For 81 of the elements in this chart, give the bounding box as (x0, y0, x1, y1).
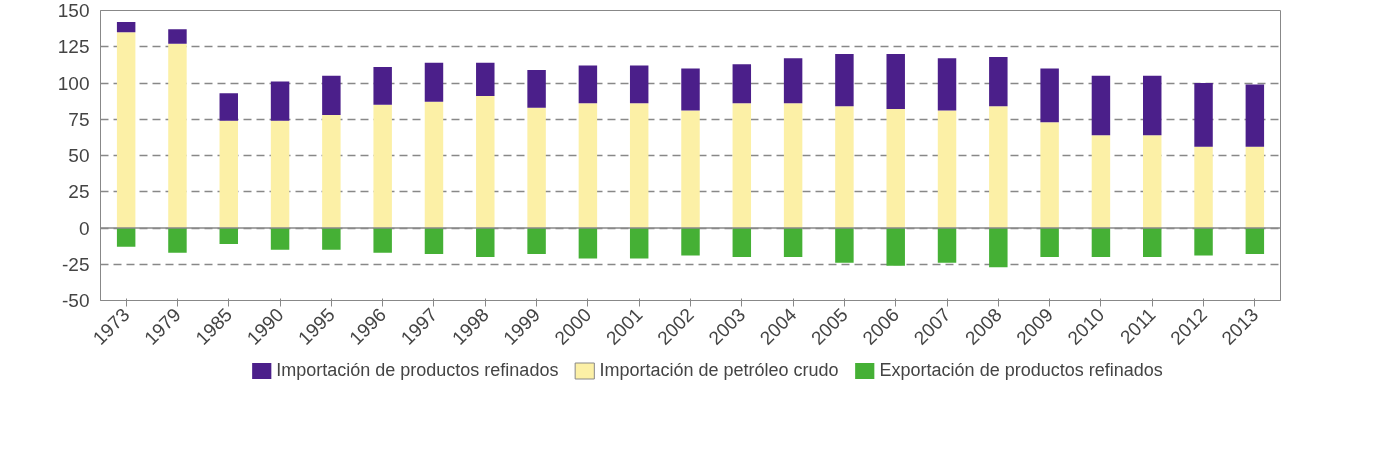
bar (1091, 75, 1111, 136)
bar (989, 228, 1008, 268)
bar (527, 228, 546, 255)
bar (1245, 146, 1265, 228)
bar (424, 101, 444, 228)
bar (322, 114, 341, 228)
bar (527, 69, 546, 108)
bar (424, 228, 444, 255)
bar (989, 106, 1008, 228)
bar (629, 65, 649, 104)
bar (168, 29, 187, 44)
bar (989, 56, 1008, 107)
bar (1245, 228, 1265, 255)
bar (219, 93, 238, 121)
bar (116, 228, 136, 247)
bar (886, 109, 905, 228)
bar (373, 104, 392, 228)
bar (732, 228, 752, 257)
y-tick-label: 100 (57, 72, 90, 94)
bar (1143, 75, 1162, 136)
y-tick-label: 50 (68, 145, 90, 166)
bar (476, 96, 495, 228)
bar (681, 110, 700, 228)
bar (168, 43, 187, 228)
bar (1040, 228, 1059, 257)
bar (168, 228, 187, 253)
y-tick-label: 75 (68, 108, 90, 130)
bar (527, 107, 546, 228)
y-tick-label: 125 (57, 36, 90, 58)
bar (937, 110, 957, 228)
bar (373, 228, 392, 253)
bar (783, 103, 803, 228)
legend-label: Importación de petróleo crudo (599, 359, 839, 381)
bar (322, 75, 341, 115)
bar (1194, 83, 1213, 147)
bar (783, 58, 803, 104)
bar (1245, 84, 1265, 147)
bar (835, 106, 854, 228)
bar (270, 81, 290, 121)
bar (476, 228, 495, 257)
bar (886, 228, 905, 266)
bar (732, 64, 752, 104)
bar (835, 54, 854, 107)
bar (578, 65, 598, 104)
bar (1143, 135, 1162, 228)
bar (681, 228, 700, 256)
bar (937, 228, 957, 263)
bar (629, 103, 649, 228)
bar (373, 67, 392, 105)
bar (116, 22, 136, 33)
legend-label: Exportación de productos refinados (879, 359, 1163, 381)
legend-label: Importación de productos refinados (276, 359, 559, 381)
bar (629, 228, 649, 259)
bar (424, 62, 444, 102)
bar (1143, 228, 1162, 257)
bar (732, 103, 752, 228)
y-tick-label: 150 (57, 0, 90, 21)
y-tick-label: -25 (62, 253, 90, 275)
bar (835, 228, 854, 263)
bar (1091, 228, 1111, 257)
bar (322, 228, 341, 250)
bar (270, 120, 290, 228)
bar (783, 228, 803, 257)
bar (578, 228, 598, 259)
bar (1194, 228, 1213, 256)
y-tick-label: 25 (68, 181, 90, 203)
y-tick-label: 0 (78, 217, 90, 239)
bar (1040, 122, 1059, 228)
bar (270, 228, 290, 250)
bar (681, 68, 700, 111)
bar (937, 58, 957, 111)
bar (578, 103, 598, 228)
bar (1040, 68, 1059, 123)
bar (886, 54, 905, 110)
y-tick-label: -50 (62, 290, 90, 311)
bar (1091, 135, 1111, 228)
bar (219, 120, 238, 228)
bar (116, 32, 136, 228)
bar (476, 62, 495, 97)
bar (1194, 146, 1213, 228)
bar (219, 228, 238, 244)
